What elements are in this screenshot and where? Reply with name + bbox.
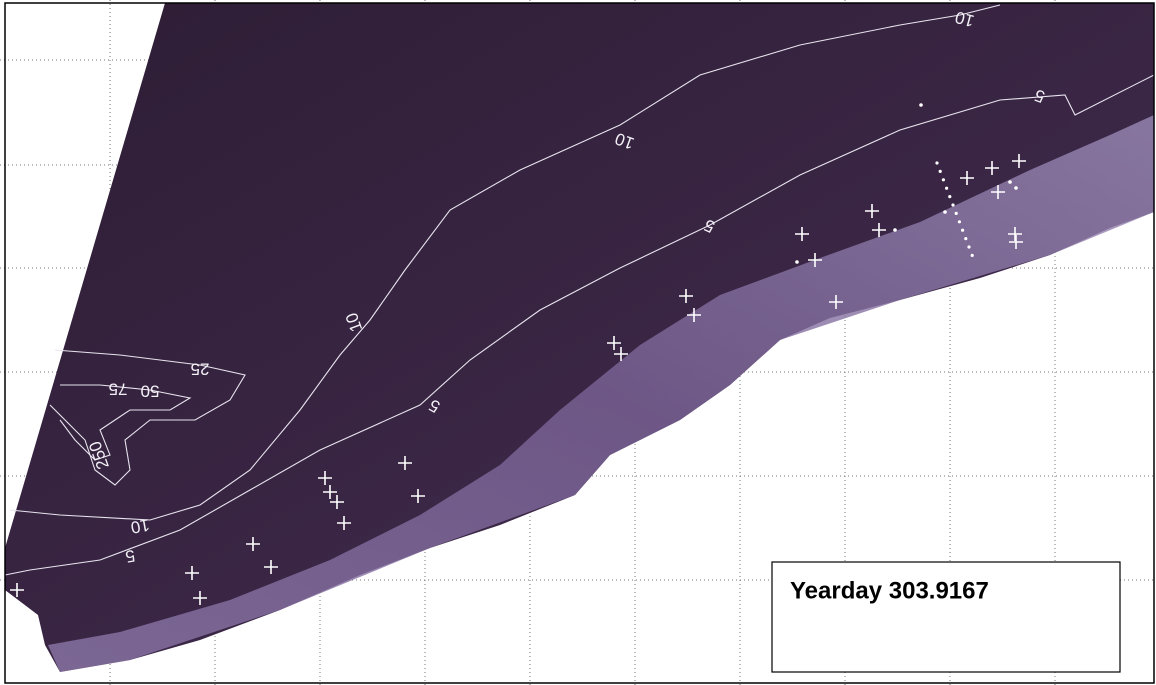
plus-marker: [985, 161, 999, 175]
plus-marker: [687, 308, 701, 322]
plus-marker: [614, 347, 628, 361]
dot-marker: [935, 161, 939, 165]
plus-marker: [193, 591, 207, 605]
contour-label: 10: [129, 515, 151, 537]
frame: [4, 2, 1155, 684]
plus-marker: [795, 227, 809, 241]
plus-marker: [323, 485, 337, 499]
contours: [4, 4, 1155, 576]
plus-marker: [829, 295, 843, 309]
yearday-label: Yearday 303.9167: [790, 577, 989, 604]
dot-marker: [1008, 180, 1012, 184]
plus-marker: [318, 471, 332, 485]
dot-marker: [893, 228, 897, 232]
label-box: [771, 561, 1121, 673]
dot-marker: [943, 210, 947, 214]
dot-marker: [957, 220, 962, 224]
contour-label: 25: [191, 360, 210, 379]
plus-marker: [1009, 235, 1023, 249]
contour-label: 75: [109, 380, 128, 399]
plus-marker: [991, 185, 1005, 199]
plus-marker: [185, 566, 199, 580]
contour-label: 10: [953, 7, 976, 30]
contour-label: 50: [141, 382, 160, 401]
instrument-markers: [10, 103, 1026, 605]
dot-marker: [970, 253, 974, 257]
dot-marker: [951, 203, 955, 207]
plus-marker: [679, 289, 693, 303]
dot-marker: [938, 169, 942, 173]
dot-marker: [964, 237, 968, 241]
dot-marker: [1014, 186, 1018, 190]
plus-marker: [330, 495, 344, 509]
dot-marker: [795, 260, 799, 264]
plus-marker: [398, 456, 412, 470]
surf-zone: [48, 115, 1154, 672]
dot-marker: [941, 178, 946, 182]
dot-marker: [961, 228, 965, 232]
dot-marker: [954, 211, 958, 215]
plus-marker: [865, 204, 879, 218]
plus-marker: [337, 516, 351, 530]
dot-marker: [967, 245, 971, 249]
plus-marker: [411, 489, 425, 503]
dot-marker: [948, 195, 952, 199]
plus-marker: [1008, 227, 1022, 241]
water-imagery: [5, 3, 1154, 672]
contour-label: 5: [124, 546, 137, 566]
plus-marker: [10, 583, 24, 597]
dot-marker: [945, 186, 949, 190]
plus-marker: [246, 537, 260, 551]
plus-marker: [872, 223, 886, 237]
plus-marker: [607, 336, 621, 350]
plus-marker: [264, 560, 278, 574]
dot-marker: [919, 103, 923, 107]
plus-marker: [808, 253, 822, 267]
plus-marker: [1012, 154, 1026, 168]
plus-marker: [960, 171, 974, 185]
